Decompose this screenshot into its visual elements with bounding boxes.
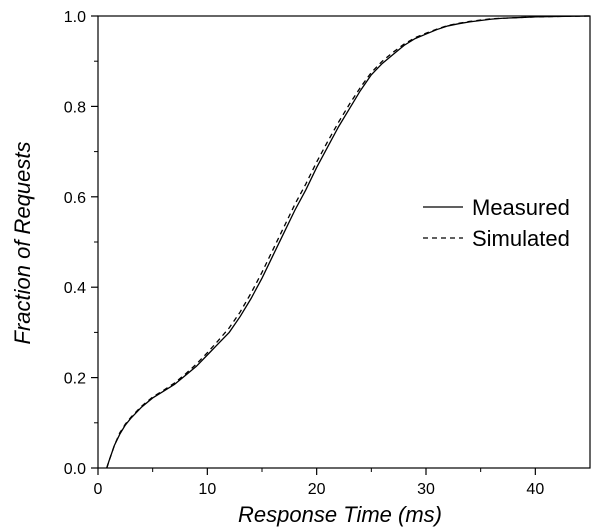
legend-label-measured: Measured <box>472 195 570 220</box>
x-tick-label: 40 <box>526 481 544 498</box>
y-tick-label: 0.2 <box>64 371 86 388</box>
x-tick-label: 10 <box>198 481 216 498</box>
y-tick-label: 0.6 <box>64 190 86 207</box>
y-axis-title: Fraction of Requests <box>10 142 35 345</box>
y-tick-label: 1.0 <box>64 9 86 26</box>
x-tick-label: 0 <box>94 481 103 498</box>
series-group <box>106 15 591 469</box>
series-line-simulated <box>106 15 591 469</box>
y-tick-label: 0.0 <box>64 461 86 478</box>
x-tick-label: 20 <box>308 481 326 498</box>
y-tick-label: 0.8 <box>64 99 86 116</box>
x-tick-label: 30 <box>417 481 435 498</box>
x-axis-title: Response Time (ms) <box>238 502 442 527</box>
legend: Measured Simulated <box>423 195 570 251</box>
axes: 0 10 20 30 40 0.0 0.2 0.4 0.6 0.8 1.0 <box>64 9 591 498</box>
legend-label-simulated: Simulated <box>472 226 570 251</box>
y-tick-label: 0.4 <box>64 280 86 297</box>
